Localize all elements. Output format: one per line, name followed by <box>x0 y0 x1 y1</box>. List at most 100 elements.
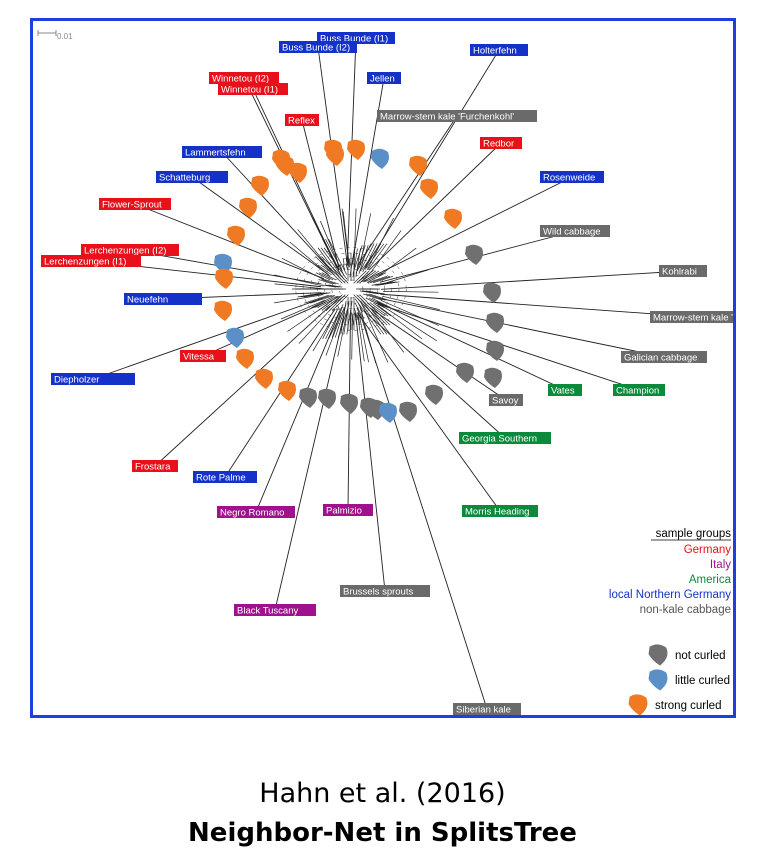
legend-group-label: non-kale cabbage <box>640 604 731 616</box>
network-edge <box>191 176 328 275</box>
taxon-label: Flower-Sprout <box>99 198 171 211</box>
legend-group-label: Italy <box>710 559 731 571</box>
taxon-label-text: Rote Palme <box>196 473 246 484</box>
network-edge <box>134 203 325 280</box>
network-edge <box>255 311 341 513</box>
little-curled-leaf-icon <box>379 402 397 423</box>
little-curled-leaf-icon <box>214 253 232 274</box>
taxon-label: Vates <box>548 384 582 397</box>
taxon-label-text: Wild cabbage <box>543 227 601 238</box>
citation-text: Hahn et al. (2016) <box>259 778 506 809</box>
network-edge <box>368 142 502 271</box>
legend-group-label: Germany <box>684 544 732 556</box>
neighbor-net-diagram: 0.01 Buss Bunde (I1)Buss Bunde (I2) Holte… <box>37 30 733 715</box>
legend-title: sample groups <box>656 528 732 540</box>
strong-curled-leaf-icon <box>409 155 427 176</box>
taxon-label-text: Holterfehn <box>473 46 517 57</box>
network-edge <box>301 119 340 268</box>
taxon-label: Black Tuscany <box>234 604 316 617</box>
taxon-label: Marrow-stem kale 'Furchenkohl' <box>377 110 537 123</box>
taxon-label-text: Winnetou (I2) <box>212 74 269 85</box>
taxon-label-text: Champion <box>616 386 659 397</box>
taxon-label: Reflex <box>285 114 319 127</box>
network-edge <box>375 302 640 391</box>
strong-curled-key-icon <box>628 694 648 715</box>
network-edge <box>355 312 386 592</box>
taxon-label-text: Savoy <box>492 396 519 407</box>
network-edge <box>378 297 665 358</box>
strong-curled-leaf-icon <box>239 197 257 218</box>
strong-curled-leaf-icon <box>326 145 344 166</box>
taxon-label: Rosenweide <box>540 171 604 184</box>
leaf-icons <box>214 139 504 423</box>
not-curled-leaf-icon <box>340 393 358 414</box>
network-edge <box>356 312 501 512</box>
taxon-label-text: Schatteburg <box>159 173 210 184</box>
taxon-label-text: Black Tuscany <box>237 606 298 617</box>
taxon-label: Brussels sprouts <box>340 585 430 598</box>
taxon-label-text: Negro Romano <box>220 508 284 519</box>
taxon-label: Morris Heading <box>462 505 538 518</box>
not-curled-leaf-icon <box>465 244 483 265</box>
network-edge <box>154 305 331 467</box>
taxon-label-text: Neuefehn <box>127 295 168 306</box>
network-edge <box>380 293 697 318</box>
taxon-label-text: Georgia Southern <box>462 434 537 445</box>
network-edge <box>369 307 507 401</box>
taxon-label: Neuefehn <box>124 293 202 306</box>
subtitle-text: Neighbor-Net in SplitsTree <box>188 818 577 848</box>
taxon-label: Jellen <box>367 72 401 85</box>
taxon-label: Galician cabbage <box>621 351 707 364</box>
taxon-label: Wild cabbage <box>540 225 610 238</box>
taxon-label: Georgia Southern <box>459 432 551 445</box>
strong-curled-leaf-icon <box>289 162 307 183</box>
network-edge <box>274 312 345 611</box>
taxon-label: Buss Bunde (I2) <box>279 41 357 54</box>
taxon-label: Redbor <box>480 137 522 150</box>
taxon-label-text: Lerchenzungen (I2) <box>84 246 166 257</box>
not-curled-leaf-icon <box>360 397 378 418</box>
taxon-label-text: Marrow-stem kale 'Walking Stick' <box>653 313 733 324</box>
network-edge <box>351 77 385 266</box>
network-edge <box>363 310 506 439</box>
network-edge <box>92 297 324 380</box>
taxon-label-text: Buss Bunde (I1) <box>320 34 388 45</box>
taxon-label: Diepholzer <box>51 373 135 386</box>
not-curled-key-icon <box>648 644 668 666</box>
taxon-label: Negro Romano <box>217 506 295 519</box>
taxon-label-text: Redbor <box>483 139 514 150</box>
taxon-label: Schatteburg <box>156 171 228 184</box>
not-curled-leaf-icon <box>486 312 504 333</box>
network-edge <box>202 301 326 357</box>
little-curled-key-icon <box>648 669 668 691</box>
network-edge <box>375 176 573 276</box>
network-edge <box>364 49 500 269</box>
taxon-label: Lerchenzungen (I1) <box>41 255 141 268</box>
strong-curled-leaf-icon <box>420 178 438 199</box>
strong-curled-leaf-icon <box>347 139 365 160</box>
taxon-label-text: Jellen <box>370 74 395 85</box>
taxon-label: Rote Palme <box>193 471 257 484</box>
leaf-type-label: strong curled <box>655 700 721 712</box>
taxon-label: Marrow-stem kale 'Walking Stick' <box>650 311 733 324</box>
taxon-label: Siberian kale <box>453 703 521 715</box>
strong-curled-leaf-icon <box>236 348 254 369</box>
not-curled-leaf-icon <box>456 362 474 383</box>
strong-curled-leaf-icon <box>215 268 233 289</box>
taxon-labels: Buss Bunde (I1)Buss Bunde (I2) Holterfehn… <box>41 32 733 715</box>
strong-curled-leaf-icon <box>278 380 296 401</box>
taxon-label: Vitessa <box>180 350 226 363</box>
taxon-label-text: Lammertsfehn <box>185 148 246 159</box>
network-edge <box>380 270 684 290</box>
taxon-label-text: Palmizio <box>326 506 362 517</box>
taxon-label: Palmizio <box>323 504 373 517</box>
taxon-label: Lerchenzungen (I2) <box>81 244 179 257</box>
not-curled-leaf-icon <box>399 401 417 422</box>
taxon-label: Champion <box>613 384 665 397</box>
strong-curled-leaf-icon <box>255 368 273 389</box>
legend: sample groups Germany Italy America local N… <box>609 528 732 616</box>
little-curled-leaf-icon <box>226 327 244 348</box>
not-curled-leaf-icon <box>318 388 336 409</box>
taxon-label-text: Vitessa <box>183 352 215 363</box>
taxon-label-text: Brussels sprouts <box>343 587 413 598</box>
